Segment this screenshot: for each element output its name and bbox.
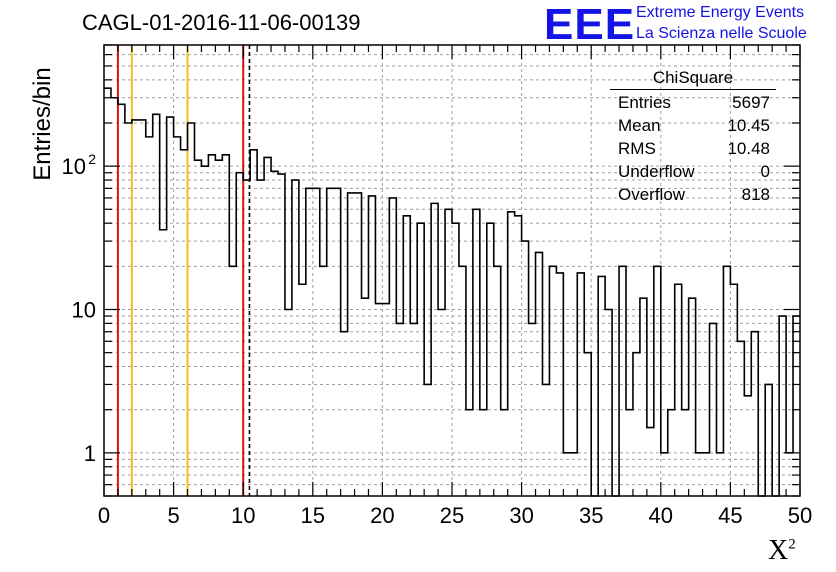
eee-logo: EEE <box>544 0 636 49</box>
x-tick-label: 40 <box>649 503 673 528</box>
y-axis-label: Entries/bin <box>29 67 56 181</box>
stats-value: 5697 <box>732 93 770 112</box>
stats-value: 10.48 <box>727 139 770 158</box>
stats-key: Mean <box>618 116 661 135</box>
y-tick-label: 10 <box>72 297 96 322</box>
y-tick-label: 1 <box>84 441 96 466</box>
x-tick-label: 45 <box>718 503 742 528</box>
chart-title: CAGL-01-2016-11-06-00139 <box>82 10 361 35</box>
x-tick-label: 50 <box>788 503 812 528</box>
x-tick-label: 30 <box>509 503 533 528</box>
stats-row: Overflow 818 <box>618 185 770 207</box>
stats-row: Mean 10.45 <box>618 116 770 138</box>
x-tick-label: 25 <box>440 503 464 528</box>
histogram-series <box>104 87 800 497</box>
x-axis-label-base: X <box>768 535 789 566</box>
x-axis-label: X2 <box>768 535 796 567</box>
stats-key: Overflow <box>618 185 686 204</box>
x-axis-label-sup: 2 <box>788 536 796 553</box>
x-tick-label: 20 <box>370 503 394 528</box>
stats-value: 10.45 <box>727 116 770 135</box>
stats-title: ChiSquare <box>610 68 776 90</box>
stats-key: RMS <box>618 139 656 158</box>
stats-key: Underflow <box>618 162 695 181</box>
x-axis: 0 5 10 15 20 25 30 35 40 45 50 <box>98 45 812 528</box>
stats-row: RMS 10.48 <box>618 139 770 161</box>
logo-line-2: La Scienza nelle Scuole <box>636 25 807 42</box>
logo-line-1: Extreme Energy Events <box>636 4 805 21</box>
x-tick-label: 35 <box>579 503 603 528</box>
stats-key: Entries <box>618 93 671 112</box>
x-tick-label: 5 <box>167 503 179 528</box>
y-tick-label-sup: 2 <box>88 151 96 167</box>
stats-row: Entries 5697 <box>618 93 770 115</box>
stats-row: Underflow 0 <box>618 162 770 184</box>
x-tick-label: 15 <box>301 503 325 528</box>
x-tick-label: 0 <box>98 503 110 528</box>
y-tick-label: 10 <box>62 154 86 179</box>
x-tick-label: 10 <box>231 503 255 528</box>
stats-value: 818 <box>741 185 770 204</box>
marker-lines <box>116 45 251 496</box>
stats-value: 0 <box>760 162 770 181</box>
